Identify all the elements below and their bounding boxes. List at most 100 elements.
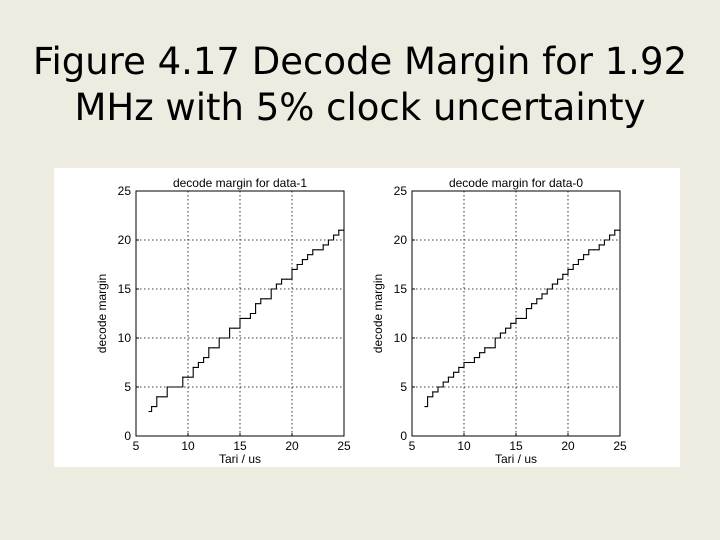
data-point — [296, 263, 298, 266]
data-point — [307, 254, 309, 256]
data-point — [546, 288, 548, 290]
y-axis-label: decode margin — [371, 274, 385, 353]
data-point — [275, 283, 277, 285]
x-tick-label: 10 — [457, 439, 471, 453]
data-point — [447, 376, 449, 378]
data-point — [463, 361, 465, 364]
x-axis-label: Tari / us — [495, 452, 537, 466]
data-point — [208, 347, 210, 349]
data-point — [286, 278, 288, 280]
data-point — [437, 386, 439, 388]
x-tick-label: 25 — [613, 439, 627, 453]
data-point — [603, 239, 606, 241]
y-tick-label: 5 — [124, 380, 131, 394]
data-point — [583, 254, 585, 256]
data-point — [234, 327, 236, 329]
data-point — [541, 293, 543, 295]
data-point — [197, 361, 199, 364]
data-point — [473, 357, 475, 359]
y-tick-label: 10 — [394, 331, 408, 345]
data-point — [520, 317, 522, 319]
data-point — [177, 386, 179, 388]
x-tick-label: 15 — [509, 439, 523, 453]
data-point — [281, 278, 283, 280]
y-axis-label: decode margin — [95, 274, 109, 353]
y-tick-label: 0 — [400, 429, 407, 443]
data-point — [333, 234, 335, 236]
data-point — [322, 244, 324, 246]
data-point — [588, 249, 590, 251]
data-point — [260, 298, 262, 300]
data-point — [203, 357, 205, 359]
data-point — [489, 347, 491, 349]
chart-title: decode margin for data-1 — [173, 176, 307, 190]
data-point — [614, 229, 616, 231]
data-point — [551, 283, 553, 285]
data-point — [156, 396, 158, 398]
data-point — [572, 263, 574, 266]
slide-title-line-2: MHz with 5% clock uncertainty — [74, 85, 646, 129]
data-point — [312, 249, 314, 251]
data-point — [593, 249, 595, 251]
y-tick-label: 25 — [394, 184, 408, 198]
data-point — [484, 347, 486, 349]
x-tick-label: 15 — [233, 439, 247, 453]
y-tick-label: 5 — [400, 380, 407, 394]
slide-title: Figure 4.17 Decode Margin for 1.92 MHz w… — [0, 39, 720, 131]
data-point — [151, 406, 153, 408]
data-point — [515, 317, 517, 319]
y-tick-label: 15 — [394, 282, 408, 296]
data-point — [182, 376, 184, 378]
data-point — [218, 337, 220, 339]
data-point — [424, 406, 426, 408]
data-point — [562, 273, 564, 275]
slide-title-line-1: Figure 4.17 Decode Margin for 1.92 — [32, 39, 688, 83]
data-point — [479, 352, 481, 354]
y-tick-label: 20 — [118, 233, 132, 247]
data-point — [213, 347, 215, 349]
data-point — [619, 229, 621, 231]
data-point — [301, 259, 303, 261]
data-point — [244, 317, 246, 319]
data-point — [427, 396, 429, 398]
data-point — [510, 322, 512, 324]
x-tick-label: 5 — [409, 439, 416, 453]
data-point — [442, 381, 444, 383]
y-tick-label: 15 — [118, 282, 132, 296]
data-point — [192, 366, 194, 368]
data-point — [432, 391, 434, 393]
series-step-path — [149, 229, 344, 413]
x-tick-label: 10 — [181, 439, 195, 453]
data-point — [187, 376, 189, 378]
y-tick-label: 10 — [118, 331, 132, 345]
x-tick-label: 20 — [285, 439, 299, 453]
data-point — [525, 308, 527, 310]
data-point — [598, 244, 600, 246]
data-point — [161, 396, 163, 398]
data-point — [468, 361, 470, 364]
data-point — [317, 249, 319, 251]
data-point — [249, 312, 251, 315]
data-point — [453, 371, 455, 373]
data-point — [338, 229, 340, 231]
data-point — [577, 259, 580, 261]
data-point — [557, 278, 559, 280]
data-point — [494, 337, 496, 339]
data-point — [291, 268, 293, 270]
figure-panel: 5 10 15 20 25 0 5 10 15 20 25 decode margin for dat… — [54, 168, 680, 467]
data-point — [505, 327, 507, 329]
data-point — [255, 303, 257, 305]
chart-title: decode margin for data-0 — [449, 176, 583, 190]
y-tick-label: 25 — [118, 184, 132, 198]
x-tick-label: 20 — [561, 439, 575, 453]
data-point — [499, 332, 501, 334]
data-point — [166, 386, 168, 388]
series-line — [424, 229, 621, 408]
data-point — [531, 303, 533, 305]
data-point — [327, 239, 329, 241]
data-point — [229, 327, 231, 329]
data-point — [609, 234, 611, 236]
data-point — [223, 337, 225, 339]
